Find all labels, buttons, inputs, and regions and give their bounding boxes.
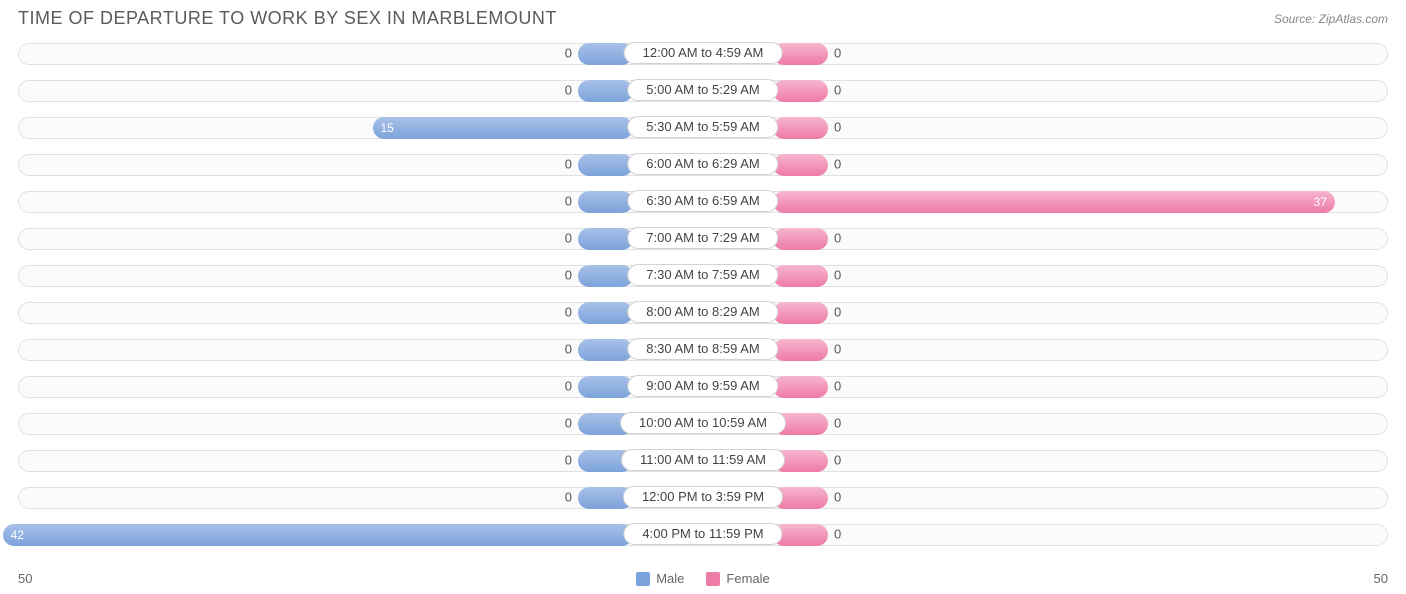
chart-row: 0 0 9:00 AM to 9:59 AM [18, 370, 1388, 403]
female-value: 0 [834, 120, 841, 135]
male-value: 15 [373, 121, 402, 135]
chart-row: 37 0 6:30 AM to 6:59 AM [18, 185, 1388, 218]
male-bar [578, 154, 633, 176]
time-range-label: 11:00 AM to 11:59 AM [621, 449, 785, 471]
female-bar: 37 [773, 191, 1335, 213]
chart-row: 0 0 12:00 PM to 3:59 PM [18, 481, 1388, 514]
legend-male-label: Male [656, 571, 684, 586]
time-range-label: 5:00 AM to 5:29 AM [627, 79, 778, 101]
female-value: 0 [834, 268, 841, 283]
male-value: 0 [565, 305, 572, 320]
time-range-label: 12:00 PM to 3:59 PM [623, 486, 783, 508]
male-bar [578, 339, 633, 361]
male-value: 0 [565, 453, 572, 468]
female-bar [773, 339, 828, 361]
male-bar [578, 265, 633, 287]
female-value: 0 [834, 231, 841, 246]
female-bar [773, 302, 828, 324]
diverging-bar-chart: 0 0 12:00 AM to 4:59 AM 0 0 5:00 AM to 5:29 A… [0, 35, 1406, 551]
male-value: 0 [565, 416, 572, 431]
chart-row: 0 0 5:00 AM to 5:29 AM [18, 74, 1388, 107]
chart-row: 0 0 12:00 AM to 4:59 AM [18, 37, 1388, 70]
male-value: 0 [565, 268, 572, 283]
time-range-label: 6:30 AM to 6:59 AM [627, 190, 778, 212]
female-swatch-icon [706, 572, 720, 586]
male-value: 0 [565, 46, 572, 61]
chart-row: 15 0 5:30 AM to 5:59 AM [18, 111, 1388, 144]
chart-row: 0 0 11:00 AM to 11:59 AM [18, 444, 1388, 477]
male-value: 0 [565, 83, 572, 98]
chart-row: 0 0 10:00 AM to 10:59 AM [18, 407, 1388, 440]
time-range-label: 10:00 AM to 10:59 AM [620, 412, 786, 434]
time-range-label: 7:30 AM to 7:59 AM [627, 264, 778, 286]
time-range-label: 4:00 PM to 11:59 PM [623, 523, 782, 545]
female-value: 37 [1306, 195, 1335, 209]
female-bar [773, 265, 828, 287]
female-bar [773, 154, 828, 176]
female-value: 0 [834, 490, 841, 505]
source-label: Source: ZipAtlas.com [1274, 12, 1388, 26]
time-range-label: 7:00 AM to 7:29 AM [627, 227, 778, 249]
female-value: 0 [834, 453, 841, 468]
female-value: 0 [834, 342, 841, 357]
male-bar [578, 376, 633, 398]
male-value: 0 [565, 157, 572, 172]
male-bar: 15 [373, 117, 634, 139]
legend-female-label: Female [726, 571, 769, 586]
female-value: 0 [834, 83, 841, 98]
chart-row: 0 0 6:00 AM to 6:29 AM [18, 148, 1388, 181]
chart-row: 4204:00 PM to 11:59 PM [18, 518, 1388, 551]
male-value: 0 [565, 379, 572, 394]
legend-female: Female [706, 571, 769, 586]
chart-row: 0 0 7:30 AM to 7:59 AM [18, 259, 1388, 292]
female-value: 0 [834, 527, 841, 542]
time-range-label: 6:00 AM to 6:29 AM [627, 153, 778, 175]
chart-row: 0 0 8:30 AM to 8:59 AM [18, 333, 1388, 366]
chart-row: 0 0 8:00 AM to 8:29 AM [18, 296, 1388, 329]
legend: Male Female [636, 571, 770, 586]
male-value: 0 [565, 490, 572, 505]
female-value: 0 [834, 416, 841, 431]
chart-row: 0 0 7:00 AM to 7:29 AM [18, 222, 1388, 255]
male-bar [578, 302, 633, 324]
axis-max-right: 50 [1374, 571, 1388, 586]
female-bar [773, 117, 828, 139]
female-bar [773, 228, 828, 250]
time-range-label: 12:00 AM to 4:59 AM [624, 42, 783, 64]
time-range-label: 9:00 AM to 9:59 AM [627, 375, 778, 397]
female-value: 0 [834, 157, 841, 172]
legend-male: Male [636, 571, 684, 586]
male-bar: 42 [3, 524, 633, 546]
female-value: 0 [834, 46, 841, 61]
female-bar [773, 376, 828, 398]
time-range-label: 8:00 AM to 8:29 AM [627, 301, 778, 323]
male-bar [578, 191, 633, 213]
axis-max-left: 50 [18, 571, 32, 586]
chart-title: TIME OF DEPARTURE TO WORK BY SEX IN MARB… [18, 8, 557, 29]
male-bar [578, 228, 633, 250]
male-bar [578, 80, 633, 102]
female-value: 0 [834, 305, 841, 320]
male-swatch-icon [636, 572, 650, 586]
male-value: 0 [565, 231, 572, 246]
female-value: 0 [834, 379, 841, 394]
male-value: 42 [3, 528, 32, 542]
male-value: 0 [565, 194, 572, 209]
time-range-label: 8:30 AM to 8:59 AM [627, 338, 778, 360]
female-bar [773, 80, 828, 102]
time-range-label: 5:30 AM to 5:59 AM [627, 116, 778, 138]
male-value: 0 [565, 342, 572, 357]
